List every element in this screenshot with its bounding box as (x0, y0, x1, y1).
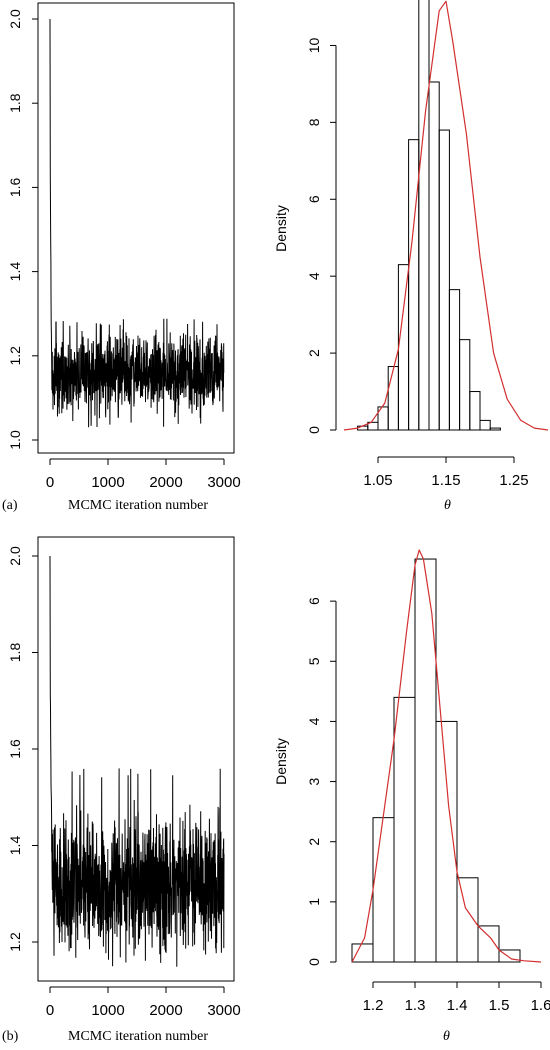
density-curve (351, 549, 542, 963)
y-tick-label: 1.8 (7, 93, 23, 113)
y-tick-label: 8 (306, 118, 322, 126)
y-tick-label: 1.6 (7, 739, 23, 759)
y-tick-label: 1.4 (7, 836, 23, 856)
histogram-bar (498, 949, 521, 963)
histogram-bar (418, 0, 430, 431)
y-tick-label: 1.2 (7, 346, 23, 366)
y-tick-label: 6 (306, 195, 322, 203)
histogram-bar (393, 696, 416, 963)
trace-line (49, 18, 225, 428)
y-tick-label: 2.0 (7, 9, 23, 29)
panel-a-caption: MCMC iteration number (68, 498, 208, 513)
histogram-bar (387, 366, 399, 431)
y-tick-label: 1.0 (7, 430, 23, 450)
panel-b-caption: MCMC iteration number (68, 1029, 208, 1044)
y-tick-label: 4 (306, 717, 322, 725)
y-axis-title: Density (273, 738, 289, 785)
histogram-bar (459, 339, 471, 431)
x-tick-label: 1.3 (405, 997, 426, 1014)
x-tick-label: 3000 (207, 474, 240, 491)
x-tick-label: 1000 (91, 474, 124, 491)
y-tick-label: 3 (306, 777, 322, 785)
x-tick-label: 0 (46, 474, 54, 491)
panel-b-theta-label: θ (443, 1029, 450, 1044)
histogram-bar (372, 817, 395, 963)
histogram-bar (438, 129, 450, 431)
plot-frame (37, 2, 235, 454)
panel-a-theta-label: θ (444, 498, 451, 513)
x-tick-label: 1.25 (499, 472, 528, 489)
x-tick-label: 0 (46, 1002, 54, 1019)
trace-line (49, 555, 225, 967)
histogram-bar (477, 925, 500, 963)
plot-frame (37, 536, 235, 982)
y-tick-label: 2 (306, 349, 322, 357)
y-tick-label: 0 (306, 958, 322, 966)
histogram-bar (435, 720, 458, 963)
histogram-bar (469, 391, 481, 431)
histogram-bar (456, 877, 479, 963)
y-tick-label: 2 (306, 838, 322, 846)
histogram-bar (479, 419, 491, 431)
y-tick-label: 2.0 (7, 546, 23, 566)
histogram-bar (397, 264, 410, 431)
histogram-bar (351, 943, 374, 963)
y-tick-label: 1.4 (7, 262, 23, 282)
y-tick-label: 6 (306, 597, 322, 605)
y-tick-label: 4 (306, 272, 322, 280)
x-tick-label: 2000 (149, 1002, 182, 1019)
y-tick-label: 0 (306, 426, 322, 434)
y-tick-label: 1.8 (7, 643, 23, 663)
x-tick-label: 1.5 (489, 997, 510, 1014)
y-tick-label: 1.2 (7, 932, 23, 952)
y-tick-label: 1 (306, 898, 322, 906)
histogram-bar (489, 427, 501, 431)
x-tick-label: 3000 (207, 1002, 240, 1019)
y-tick-label: 5 (306, 657, 322, 665)
histogram-bar (428, 81, 440, 431)
histogram-bar (448, 289, 461, 431)
x-tick-label: 1.15 (431, 472, 460, 489)
x-tick-label: 1000 (91, 1002, 124, 1019)
x-tick-label: 1.05 (363, 472, 392, 489)
x-tick-label: 1.4 (447, 997, 468, 1014)
y-tick-label: 1.6 (7, 177, 23, 197)
x-tick-label: 2000 (149, 474, 182, 491)
y-axis-title: Density (273, 205, 289, 252)
x-tick-label: 1.6 (531, 997, 550, 1014)
density-curve (343, 0, 549, 431)
panel-a-label: (a) (2, 498, 18, 513)
x-tick-label: 1.2 (363, 997, 384, 1014)
histogram-bar (408, 139, 420, 431)
y-tick-label: 10 (306, 37, 322, 53)
panel-b-label: (b) (2, 1029, 19, 1044)
